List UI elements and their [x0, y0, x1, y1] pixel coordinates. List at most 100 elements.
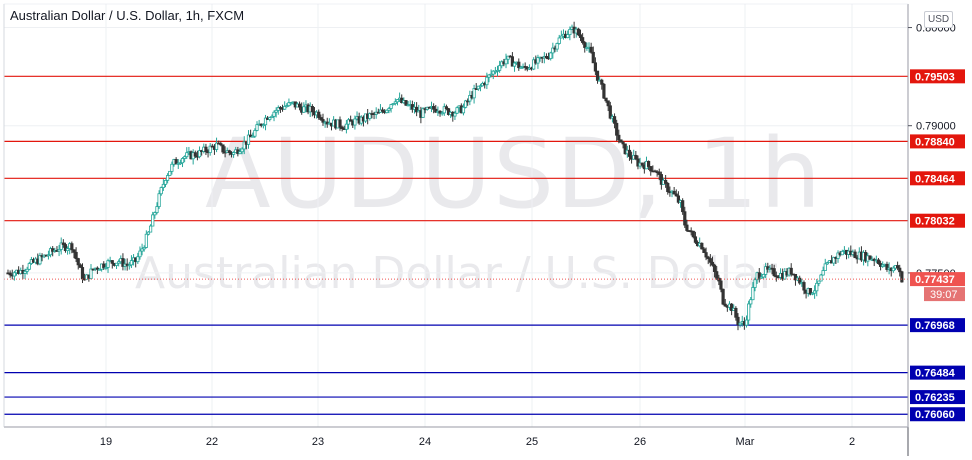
candle-up — [557, 37, 561, 44]
candle-up — [283, 106, 287, 110]
candle-down — [621, 141, 625, 145]
candle-down — [121, 258, 125, 267]
candle-up — [178, 162, 182, 165]
candle-up — [421, 108, 425, 118]
candle-down — [659, 174, 663, 185]
candle-down — [310, 106, 314, 113]
candle-up — [559, 35, 563, 39]
candle-down — [721, 288, 725, 305]
candle-down — [338, 119, 342, 128]
candle-down — [432, 106, 436, 110]
candle-down — [583, 42, 587, 48]
candle-up — [274, 109, 278, 113]
candle-up — [764, 266, 768, 275]
candle-up — [353, 118, 357, 126]
candle-down — [576, 28, 580, 36]
candle-down — [736, 316, 740, 326]
candle-up — [761, 274, 766, 278]
candle-down — [734, 307, 738, 318]
candle-down — [95, 267, 99, 270]
candle-up — [813, 290, 817, 294]
candle-up — [810, 292, 815, 295]
candle-up — [251, 135, 255, 138]
candle-down — [853, 251, 857, 259]
candle-down — [649, 166, 653, 172]
candle-down — [91, 268, 95, 271]
currency-button[interactable]: USD — [924, 11, 954, 28]
price-label-bg — [910, 390, 965, 405]
candle-up — [208, 145, 212, 153]
candle-up — [180, 158, 185, 164]
x-tick-label: 22 — [206, 436, 218, 448]
candle-down — [317, 111, 321, 118]
candle-down — [544, 55, 549, 59]
price-level-label: 0.76968 — [915, 320, 955, 332]
candle-up — [385, 109, 389, 114]
candle-up — [344, 123, 348, 130]
candle-down — [602, 83, 606, 99]
candle-down — [63, 244, 68, 252]
candle-up — [512, 62, 517, 67]
candle-up — [881, 264, 885, 267]
candle-down — [404, 100, 408, 106]
candle-down — [708, 258, 712, 263]
x-tick-label: 2 — [849, 436, 855, 448]
candle-up — [393, 101, 397, 104]
candle-down — [896, 265, 900, 269]
candle-up — [498, 65, 502, 71]
candle-up — [89, 268, 93, 279]
candle-up — [140, 248, 144, 252]
candle-down — [640, 162, 644, 166]
candle-up — [819, 274, 823, 282]
candle-up — [840, 251, 844, 256]
candle-down — [702, 248, 706, 253]
candle-up — [551, 47, 555, 54]
candle-down — [438, 110, 442, 114]
plot-area[interactable] — [3, 3, 909, 428]
x-tick-label: 25 — [526, 436, 538, 448]
price-label-bg — [910, 134, 965, 149]
candle-down — [723, 303, 727, 307]
candle-up — [825, 262, 829, 265]
candle-down — [704, 252, 708, 258]
candle-down — [719, 280, 723, 290]
candle-up — [836, 252, 840, 259]
x-tick-label: 19 — [100, 436, 112, 448]
price-label-bg — [910, 365, 965, 380]
candle-up — [255, 124, 259, 131]
x-tick-label: 26 — [634, 436, 646, 448]
candle-up — [555, 43, 559, 50]
candle-up — [38, 255, 42, 265]
price-level-label: 0.76484 — [915, 368, 956, 380]
candle-up — [163, 179, 168, 185]
candle-down — [61, 242, 65, 245]
x-tick-label: Mar — [736, 436, 755, 448]
candle-down — [376, 111, 380, 114]
price-label-bg — [910, 69, 965, 84]
candle-up — [151, 214, 155, 227]
x-tick-label: 24 — [419, 436, 431, 448]
candle-down — [595, 70, 600, 81]
candle-up — [489, 73, 493, 76]
candle-down — [712, 264, 717, 272]
candle-down — [76, 258, 80, 266]
candle-up — [389, 104, 393, 109]
candle-down — [634, 154, 638, 160]
candle-down — [900, 271, 904, 283]
current-price-label: 0.77437 — [915, 274, 955, 286]
candle-down — [615, 122, 619, 136]
candle-down — [219, 143, 223, 146]
candle-down — [885, 263, 889, 270]
candle-up — [463, 100, 468, 108]
candle-down — [693, 236, 698, 243]
candle-up — [815, 282, 819, 292]
candle-up — [738, 322, 742, 326]
candle-up — [285, 105, 289, 108]
candle-down — [798, 277, 802, 284]
candle-down — [730, 303, 734, 311]
candle-down — [619, 139, 623, 143]
candle-up — [272, 111, 276, 117]
candle-up — [146, 231, 151, 235]
